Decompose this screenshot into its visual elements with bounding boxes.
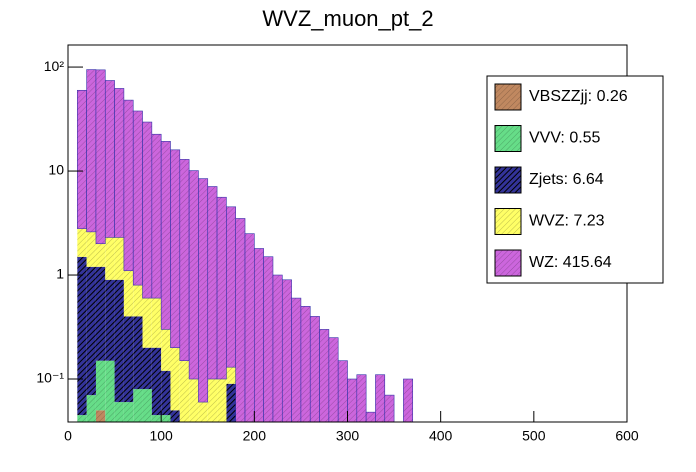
bar — [207, 186, 218, 380]
bar — [347, 378, 358, 423]
legend-label: WVZ: 7.23 — [529, 213, 605, 230]
legend-swatch — [494, 83, 522, 111]
bar — [133, 389, 143, 422]
bar — [263, 256, 274, 423]
bar — [114, 402, 124, 422]
legend-label: VBSZZjj: 0.26 — [529, 88, 628, 105]
bar — [123, 402, 134, 422]
bar — [114, 237, 124, 280]
bar — [384, 394, 395, 423]
bar — [142, 298, 152, 348]
bar — [179, 159, 190, 362]
bar — [319, 329, 330, 423]
bar — [142, 121, 153, 299]
bar — [105, 360, 115, 422]
bar — [133, 285, 143, 317]
bar — [77, 228, 87, 257]
bar — [198, 178, 209, 403]
bar — [235, 218, 246, 423]
x-tick-label: 0 — [64, 428, 72, 444]
bar — [86, 395, 96, 422]
bar — [123, 99, 134, 272]
bar — [365, 411, 376, 423]
bar — [161, 370, 171, 416]
bar — [151, 415, 162, 422]
bar — [142, 389, 152, 422]
bar — [105, 279, 115, 361]
bar — [160, 141, 171, 330]
bar — [77, 89, 87, 229]
bar — [300, 306, 311, 423]
x-tick-label: 500 — [522, 428, 546, 444]
bar — [151, 347, 162, 416]
x-tick-label: 200 — [243, 428, 267, 444]
chart-title: WVZ_muon_pt_2 — [262, 6, 433, 31]
y-tick-label: 10⁻¹ — [36, 370, 64, 386]
bar — [170, 410, 180, 422]
bar — [226, 383, 236, 422]
bar — [217, 379, 227, 422]
bar — [86, 69, 97, 233]
bar — [77, 256, 87, 416]
bar — [272, 274, 283, 423]
x-tick-label: 300 — [336, 428, 360, 444]
bar — [291, 297, 302, 423]
y-tick-label: 10² — [44, 58, 65, 74]
bar — [86, 231, 96, 267]
bar — [356, 374, 367, 423]
x-tick-label: 600 — [615, 428, 639, 444]
bar — [254, 248, 264, 423]
legend-swatch — [494, 166, 522, 194]
bar — [104, 80, 115, 238]
bar — [309, 316, 320, 423]
bar — [226, 367, 236, 384]
bar — [95, 410, 106, 422]
bar — [123, 270, 134, 317]
bar — [114, 279, 124, 403]
bar — [86, 266, 96, 396]
bar — [328, 337, 339, 423]
bar — [161, 415, 171, 422]
bar — [95, 243, 106, 267]
bar — [179, 360, 190, 422]
bar — [170, 347, 180, 411]
bar — [403, 378, 414, 423]
x-tick-label: 400 — [429, 428, 453, 444]
y-tick-label: 1 — [56, 266, 64, 282]
bar — [132, 110, 143, 286]
bar — [216, 196, 227, 380]
bar — [123, 316, 134, 403]
bar — [142, 347, 152, 390]
bar — [337, 360, 348, 423]
bar — [170, 149, 181, 349]
bar — [151, 298, 162, 348]
legend-swatch — [494, 125, 522, 152]
bar — [105, 237, 115, 280]
bar — [133, 316, 143, 390]
x-tick-label: 100 — [149, 428, 173, 444]
legend-label: WZ: 415.64 — [529, 254, 612, 271]
bar — [226, 206, 236, 368]
bar — [95, 360, 106, 411]
bar — [375, 374, 386, 423]
bar — [77, 415, 87, 422]
bar — [244, 233, 255, 423]
bar — [207, 379, 218, 422]
bar — [281, 279, 292, 423]
bar — [95, 69, 106, 245]
legend-swatch — [494, 208, 522, 235]
bar — [151, 133, 162, 299]
legend-label: Zjets: 6.64 — [529, 171, 604, 188]
bar — [189, 379, 199, 422]
bar — [188, 170, 199, 380]
y-tick-label: 10 — [48, 162, 64, 178]
bar — [198, 402, 208, 422]
legend-label: VVV: 0.55 — [529, 130, 601, 147]
bar — [114, 88, 125, 238]
bar — [95, 266, 106, 361]
bar — [161, 329, 171, 371]
legend-swatch — [494, 249, 522, 277]
